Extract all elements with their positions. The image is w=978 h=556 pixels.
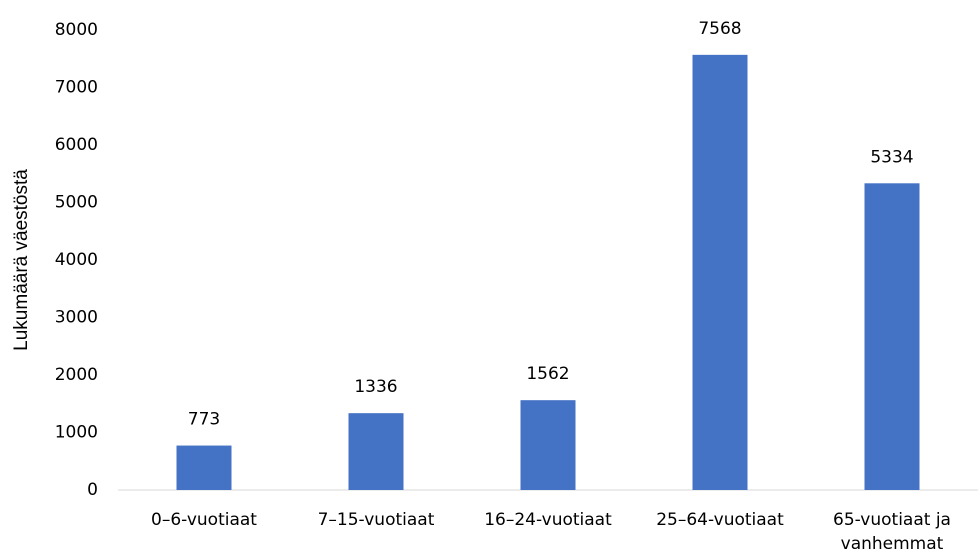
- bar: [520, 400, 576, 490]
- y-tick-label: 1000: [55, 423, 98, 443]
- x-tick-label-line: vanhemmat: [841, 534, 944, 554]
- y-tick-label: 6000: [55, 135, 98, 155]
- x-tick-label: 65-vuotiaat ja vanhemmat: [833, 510, 951, 554]
- data-label: 773: [188, 410, 220, 430]
- x-tick-label-line: 65-vuotiaat ja: [833, 510, 951, 530]
- y-tick-label: 3000: [55, 308, 98, 328]
- x-tick-label: 16–24-vuotiaat: [484, 510, 612, 530]
- y-tick-label: 0: [87, 480, 98, 500]
- y-tick-label: 8000: [55, 20, 98, 40]
- data-label: 5334: [870, 147, 913, 167]
- x-tick-label: 25–64-vuotiaat: [656, 510, 784, 530]
- y-tick-label: 2000: [55, 365, 98, 385]
- y-tick-label: 5000: [55, 193, 98, 213]
- data-label: 1336: [354, 377, 397, 397]
- x-tick-label: 7–15-vuotiaat: [318, 510, 435, 530]
- bar: [864, 183, 920, 491]
- y-axis-label: Lukumäärä väestöstä: [11, 169, 32, 351]
- bar: [176, 445, 232, 490]
- x-tick-label: 0–6-vuotiaat: [151, 510, 257, 530]
- y-tick-label: 4000: [55, 250, 98, 270]
- bar: [692, 54, 748, 491]
- y-tick-label: 7000: [55, 78, 98, 98]
- data-label: 7568: [698, 19, 741, 39]
- data-label: 1562: [526, 364, 569, 384]
- bar: [348, 413, 404, 490]
